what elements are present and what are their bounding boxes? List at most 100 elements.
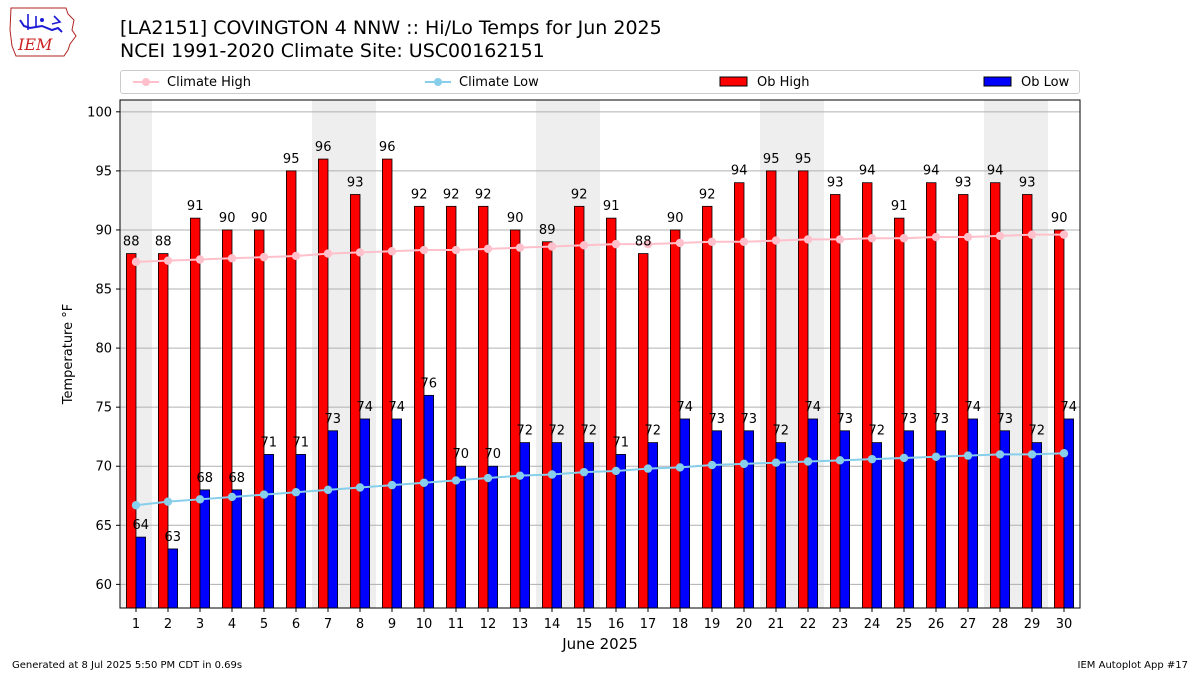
climate-low-point	[963, 451, 973, 460]
ob-high-label: 93	[347, 176, 364, 191]
ob-high-bar	[221, 229, 233, 609]
ob-low-bar	[263, 454, 275, 609]
climate-low-point	[643, 464, 653, 473]
ob-low-bar	[615, 454, 627, 609]
ob-high-label: 90	[251, 211, 268, 226]
ob-low-label: 73	[741, 412, 758, 427]
ob-low-label: 74	[805, 400, 822, 415]
y-tick-label: 75	[95, 401, 112, 416]
ob-high-bar	[317, 158, 329, 609]
ob-high-swatch	[719, 76, 748, 87]
x-tick-label: 19	[704, 617, 721, 632]
legend-label-ob-high: Ob High	[757, 74, 810, 90]
ob-low-bar	[807, 418, 819, 609]
ob-high-label: 95	[763, 152, 780, 167]
climate-low-point	[515, 471, 525, 480]
ob-high-bar	[1022, 194, 1033, 609]
y-axis-label: Temperature °F	[61, 304, 76, 405]
x-tick-label: 2	[164, 617, 172, 632]
climate-high-point	[355, 248, 365, 257]
ob-high-label: 90	[1051, 211, 1068, 226]
ob-high-bar	[126, 253, 137, 609]
ob-high-bar	[285, 170, 297, 609]
ob-low-label: 68	[229, 471, 246, 486]
x-tick-label: 15	[576, 617, 593, 632]
ob-high-bar	[702, 205, 713, 609]
climate-high-point	[1059, 230, 1069, 239]
climate-high-point	[227, 254, 237, 263]
ob-high-label: 92	[699, 187, 716, 202]
ob-low-label: 74	[357, 400, 374, 415]
x-tick-label: 10	[416, 617, 433, 632]
climate-low-point	[195, 495, 205, 504]
climate-low-swatch	[425, 78, 451, 86]
x-tick-label: 28	[992, 617, 1009, 632]
ob-low-bar	[775, 442, 787, 609]
climate-low-point	[931, 452, 941, 461]
svg-text:IEM: IEM	[17, 35, 53, 54]
ob-high-label: 90	[667, 211, 684, 226]
climate-low-point	[707, 460, 717, 470]
ob-low-label: 63	[165, 530, 182, 545]
ob-low-bar	[327, 430, 339, 609]
ob-low-bar	[1063, 418, 1075, 609]
ob-low-label: 70	[485, 447, 502, 462]
ob-low-bar	[199, 489, 211, 609]
ob-high-label: 96	[379, 140, 396, 155]
y-tick-label: 65	[95, 519, 112, 534]
ob-high-bar	[574, 205, 585, 609]
ob-low-bar	[231, 489, 243, 609]
ob-high-bar	[189, 217, 201, 609]
y-tick-label: 90	[95, 223, 112, 238]
climate-low-point	[419, 478, 429, 487]
climate-low-point	[291, 488, 301, 497]
x-tick-label: 5	[260, 617, 268, 632]
climate-high-point	[771, 236, 781, 245]
ob-high-bar	[606, 217, 617, 609]
climate-high-point	[451, 245, 461, 255]
climate-low-point	[483, 473, 493, 483]
climate-low-point	[899, 453, 909, 463]
legend-item-climate-high: Climate High	[133, 71, 251, 93]
ob-low-bar	[391, 418, 403, 609]
x-axis-label: June 2025	[561, 635, 638, 653]
climate-low-point	[771, 458, 781, 467]
legend-item-climate-low: Climate Low	[425, 71, 539, 93]
x-tick-label: 24	[864, 617, 881, 632]
ob-low-bar	[455, 465, 467, 609]
ob-high-bar	[413, 205, 425, 609]
y-tick-label: 100	[87, 105, 112, 120]
ob-low-label: 72	[645, 424, 662, 439]
climate-high-point	[739, 237, 749, 246]
ob-high-bar	[253, 229, 265, 609]
ob-low-label: 72	[549, 424, 566, 439]
climate-high-swatch	[133, 78, 159, 86]
ob-high-bar	[766, 170, 777, 609]
ob-high-label: 95	[283, 152, 300, 167]
ob-low-bar	[583, 442, 595, 609]
climate-high-point	[867, 234, 877, 243]
legend-label-ob-low: Ob Low	[1021, 74, 1070, 90]
ob-high-label: 94	[923, 164, 940, 179]
ob-high-bar	[1054, 229, 1065, 609]
ob-low-label: 73	[325, 412, 342, 427]
ob-high-label: 91	[187, 199, 204, 214]
climate-high-point	[483, 244, 493, 254]
iem-logo: IEM	[9, 7, 77, 57]
ob-low-label: 74	[1061, 400, 1078, 415]
ob-high-label: 92	[571, 187, 588, 202]
ob-low-label: 72	[581, 424, 598, 439]
x-tick-label: 21	[768, 617, 785, 632]
ob-low-bar	[135, 536, 147, 609]
ob-high-label: 90	[507, 211, 524, 226]
climate-high-point	[195, 255, 205, 264]
ob-low-bar	[359, 418, 371, 609]
ob-low-bar	[551, 442, 563, 609]
ob-high-label: 94	[859, 164, 876, 179]
ob-low-bar	[1031, 442, 1043, 609]
ob-high-bar	[509, 229, 521, 609]
climate-high-point	[931, 232, 941, 242]
ob-low-label: 72	[517, 424, 534, 439]
ob-high-label: 93	[1019, 176, 1036, 191]
ob-high-label: 92	[411, 187, 428, 202]
